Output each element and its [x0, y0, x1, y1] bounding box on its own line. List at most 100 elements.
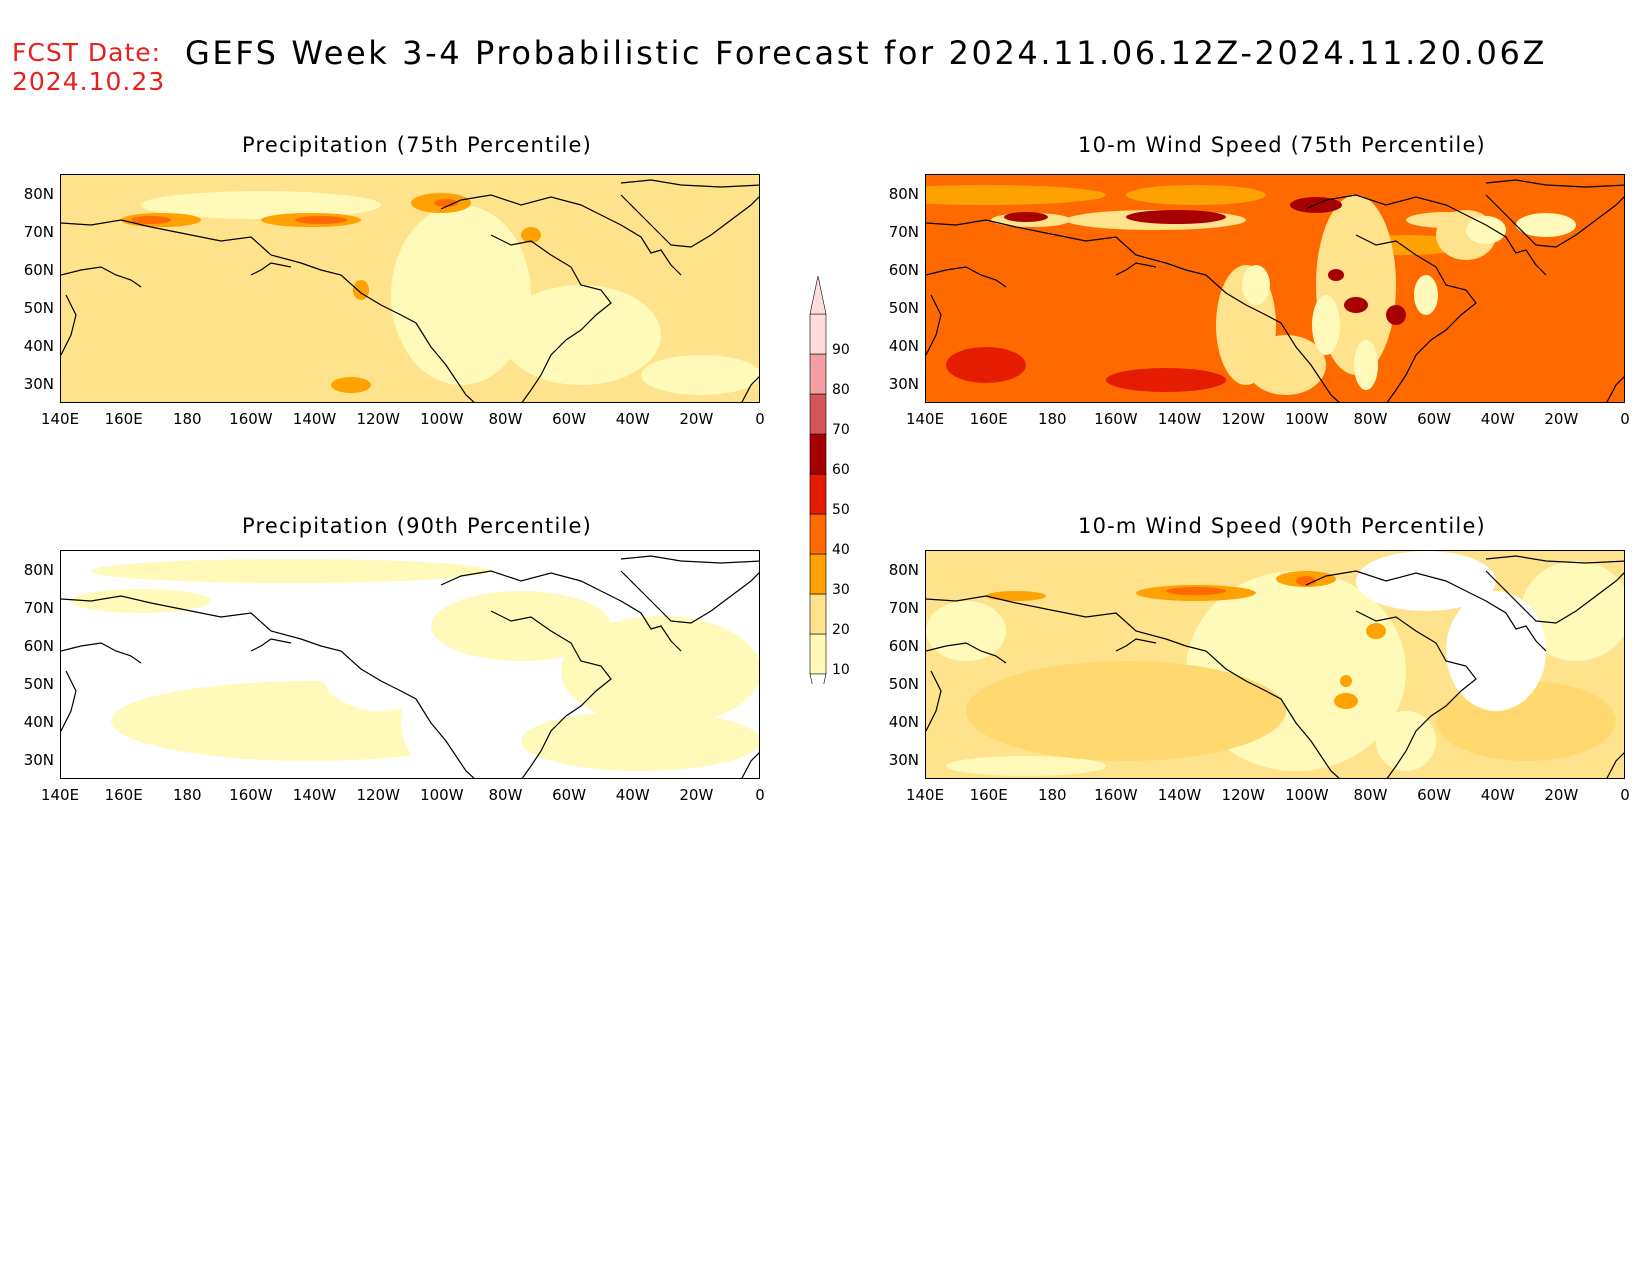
probability-contour	[1521, 561, 1624, 661]
probability-contour	[331, 377, 371, 393]
lon-tick-label: 140E	[40, 410, 80, 428]
lon-tick-label: 160W	[1094, 410, 1138, 428]
lon-tick-label: 40W	[1480, 786, 1515, 804]
colorbar-top-arrow	[809, 275, 827, 315]
lat-tick-label: 70N	[23, 599, 54, 617]
colorbar-bottom-arrow	[809, 673, 827, 684]
lon-tick-label: 160E	[969, 786, 1008, 804]
coastline-layer	[926, 179, 1624, 402]
lon-tick-label: 160W	[229, 410, 273, 428]
lat-tick-label: 80N	[888, 561, 919, 579]
coastline	[250, 638, 292, 652]
coastline	[1115, 262, 1157, 276]
colorbar-level-label: 60	[832, 462, 850, 478]
probability-contour	[521, 227, 541, 243]
lon-tick-label: 80W	[488, 410, 523, 428]
contour-layer	[926, 551, 1624, 776]
probability-contour	[501, 285, 661, 385]
colorbar-level-label: 10	[832, 662, 850, 678]
lon-tick-label: 160E	[969, 410, 1008, 428]
lat-tick-label: 50N	[888, 299, 919, 317]
colorbar-level-label: 90	[832, 342, 850, 358]
lon-tick-label: 60W	[1417, 410, 1452, 428]
lat-tick-label: 60N	[23, 261, 54, 279]
probability-contour	[946, 347, 1026, 383]
lon-tick-label: 180	[1037, 410, 1067, 428]
map-precipitation-90th	[60, 550, 760, 779]
contour-layer	[926, 185, 1624, 395]
colorbar	[809, 275, 827, 684]
panel-title-precip90: Precipitation (90th Percentile)	[241, 514, 593, 538]
map-field-precip75	[61, 175, 759, 402]
colorbar-level-label: 40	[832, 542, 850, 558]
lat-tick-label: 40N	[888, 713, 919, 731]
lon-tick-label: 20W	[679, 410, 714, 428]
probability-contour	[1356, 551, 1496, 611]
lon-tick-label: 140E	[905, 410, 945, 428]
colorbar-segment	[809, 433, 827, 475]
probability-contour	[926, 601, 1006, 661]
lat-tick-label: 80N	[23, 185, 54, 203]
contour-layer	[71, 559, 759, 778]
coastline	[1355, 610, 1477, 778]
coastline-layer	[61, 555, 759, 778]
probability-contour	[295, 216, 347, 224]
coastline	[61, 294, 77, 356]
coastline	[61, 670, 77, 732]
lon-tick-label: 140E	[905, 786, 945, 804]
probability-contour	[1126, 185, 1266, 205]
lon-tick-label: 120W	[356, 410, 400, 428]
lon-tick-label: 100W	[420, 786, 464, 804]
lat-tick-label: 40N	[23, 713, 54, 731]
probability-contour	[1366, 623, 1386, 639]
probability-contour	[1106, 368, 1226, 392]
lat-tick-label: 60N	[23, 637, 54, 655]
probability-contour	[986, 591, 1046, 601]
colorbar-segment	[809, 473, 827, 515]
lat-tick-label: 60N	[888, 637, 919, 655]
probability-contour	[1466, 216, 1506, 244]
lon-tick-label: 0	[1620, 786, 1630, 804]
lon-tick-label: 160E	[104, 786, 143, 804]
lat-tick-label: 50N	[888, 675, 919, 693]
lat-tick-label: 40N	[23, 337, 54, 355]
probability-contour	[1340, 675, 1352, 687]
colorbar-segment	[809, 513, 827, 555]
probability-contour	[1354, 340, 1378, 390]
lon-tick-label: 160E	[104, 410, 143, 428]
probability-contour	[641, 355, 759, 395]
fcst-date-label: FCST Date:	[12, 38, 162, 67]
probability-contour	[431, 591, 611, 661]
panel-title-wind90: 10-m Wind Speed (90th Percentile)	[1078, 514, 1486, 538]
lon-tick-label: 20W	[1544, 410, 1579, 428]
map-precipitation-75th	[60, 174, 760, 403]
colorbar-level-label: 80	[832, 382, 850, 398]
map-field-wind90	[926, 551, 1624, 778]
coastline	[926, 266, 1007, 288]
lon-tick-label: 100W	[1285, 786, 1329, 804]
lat-tick-label: 70N	[888, 223, 919, 241]
lon-tick-label: 20W	[1544, 786, 1579, 804]
coastline	[61, 219, 475, 402]
lat-tick-label: 70N	[23, 223, 54, 241]
colorbar-segment	[809, 313, 827, 355]
panel-title-wind75: 10-m Wind Speed (75th Percentile)	[1078, 133, 1486, 157]
lon-tick-label: 120W	[1221, 786, 1265, 804]
lon-tick-label: 180	[172, 786, 202, 804]
lon-tick-label: 100W	[420, 410, 464, 428]
lat-tick-label: 80N	[23, 561, 54, 579]
forecast-date-block: FCST Date: 2024.10.23	[12, 38, 165, 96]
lon-tick-label: 140E	[40, 786, 80, 804]
coastline	[490, 610, 612, 778]
coastline	[926, 670, 942, 732]
probability-contour	[946, 756, 1106, 776]
map-field-wind75	[926, 175, 1624, 402]
colorbar-segment	[809, 353, 827, 395]
coastline-layer	[926, 555, 1624, 778]
lon-tick-label: 180	[172, 410, 202, 428]
lon-tick-label: 140W	[1157, 410, 1202, 428]
coastline	[1485, 570, 1624, 624]
coastline	[926, 219, 1340, 402]
probability-contour	[1334, 693, 1358, 709]
colorbar-segment	[809, 553, 827, 595]
